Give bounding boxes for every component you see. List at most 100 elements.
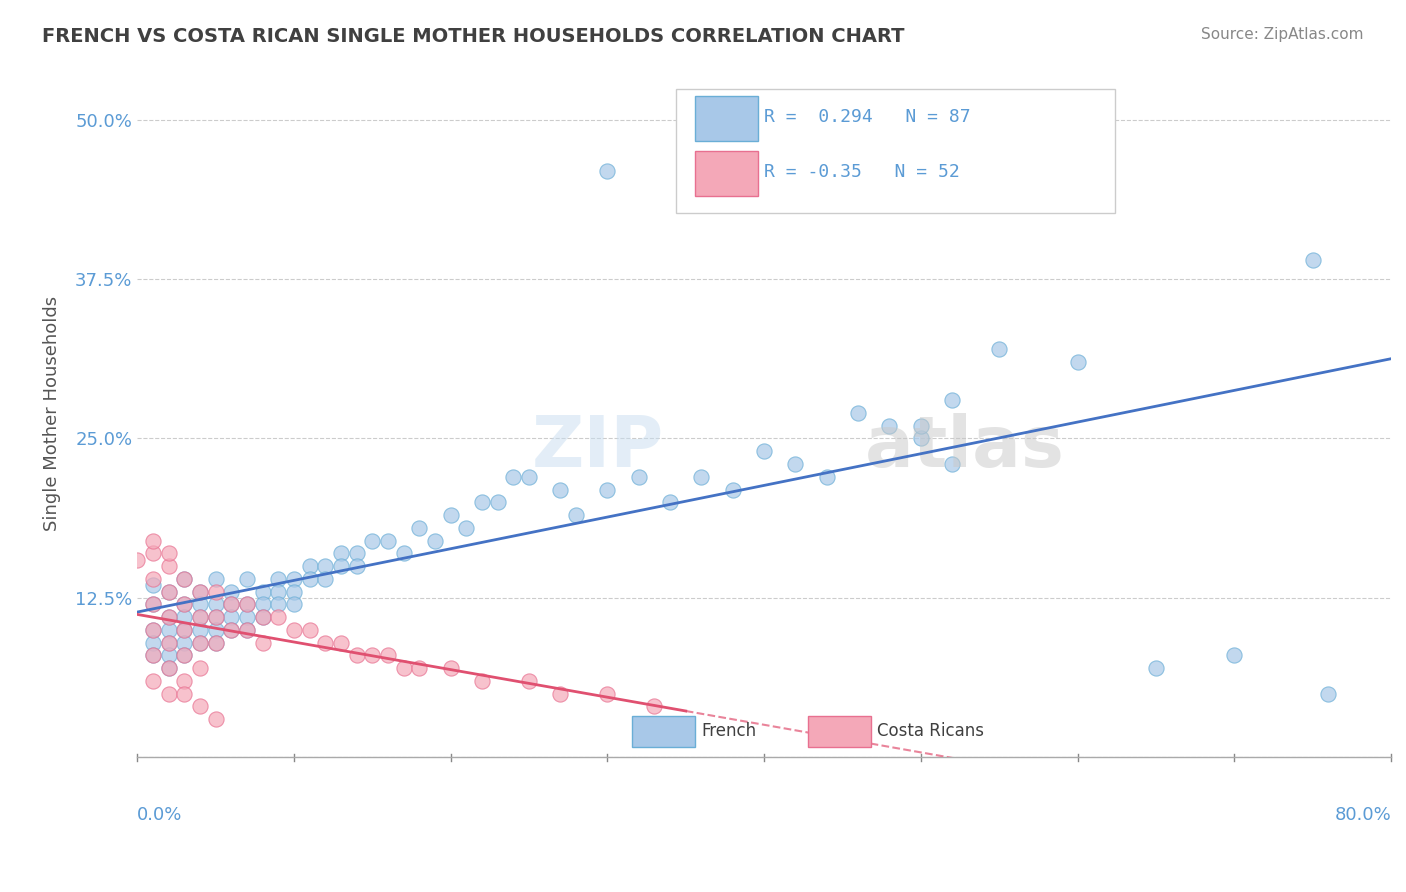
- Point: [423, 533, 446, 548]
- Text: Source: ZipAtlas.com: Source: ZipAtlas.com: [1201, 27, 1364, 42]
- Point: [408, 521, 430, 535]
- Point: [188, 635, 211, 649]
- Point: [346, 559, 368, 574]
- Point: [219, 623, 242, 637]
- Point: [157, 648, 180, 663]
- Point: [173, 597, 195, 611]
- Point: [252, 584, 274, 599]
- Point: [440, 508, 463, 522]
- Text: Costa Ricans: Costa Ricans: [877, 723, 984, 740]
- Point: [204, 712, 226, 726]
- Point: [879, 151, 901, 165]
- Text: R = -0.35   N = 52: R = -0.35 N = 52: [763, 163, 960, 181]
- Point: [1223, 648, 1246, 663]
- Point: [204, 597, 226, 611]
- Point: [550, 687, 572, 701]
- Point: [392, 661, 415, 675]
- Point: [127, 552, 149, 566]
- Point: [517, 673, 540, 688]
- Point: [157, 661, 180, 675]
- Point: [392, 546, 415, 560]
- Point: [330, 546, 353, 560]
- Point: [236, 610, 259, 624]
- Point: [219, 597, 242, 611]
- Text: R =  0.294   N = 87: R = 0.294 N = 87: [763, 108, 970, 126]
- Y-axis label: Single Mother Households: Single Mother Households: [44, 295, 60, 531]
- FancyBboxPatch shape: [808, 716, 870, 747]
- Point: [157, 687, 180, 701]
- Point: [910, 432, 932, 446]
- Point: [298, 572, 321, 586]
- Point: [486, 495, 509, 509]
- Point: [142, 673, 165, 688]
- Point: [204, 623, 226, 637]
- Point: [252, 610, 274, 624]
- Point: [157, 546, 180, 560]
- Point: [157, 584, 180, 599]
- Point: [361, 648, 384, 663]
- Point: [188, 661, 211, 675]
- Point: [815, 469, 838, 483]
- Point: [471, 495, 494, 509]
- Point: [298, 623, 321, 637]
- Point: [236, 623, 259, 637]
- Text: FRENCH VS COSTA RICAN SINGLE MOTHER HOUSEHOLDS CORRELATION CHART: FRENCH VS COSTA RICAN SINGLE MOTHER HOUS…: [42, 27, 904, 45]
- Point: [721, 483, 744, 497]
- Point: [1302, 252, 1324, 267]
- Point: [377, 648, 399, 663]
- Point: [173, 572, 195, 586]
- Point: [596, 687, 619, 701]
- Point: [517, 469, 540, 483]
- Point: [596, 483, 619, 497]
- Point: [330, 635, 353, 649]
- Point: [330, 559, 353, 574]
- Point: [283, 572, 305, 586]
- Point: [471, 673, 494, 688]
- Point: [1317, 687, 1340, 701]
- Point: [204, 584, 226, 599]
- Point: [188, 610, 211, 624]
- Point: [236, 623, 259, 637]
- Point: [219, 623, 242, 637]
- FancyBboxPatch shape: [695, 96, 758, 141]
- Point: [188, 699, 211, 714]
- Text: French: French: [702, 723, 756, 740]
- Point: [565, 508, 588, 522]
- Point: [142, 572, 165, 586]
- Point: [1144, 661, 1167, 675]
- Point: [173, 687, 195, 701]
- Point: [188, 610, 211, 624]
- Point: [267, 584, 290, 599]
- Text: 80.0%: 80.0%: [1334, 805, 1391, 823]
- Point: [188, 635, 211, 649]
- Point: [361, 533, 384, 548]
- Point: [846, 406, 869, 420]
- Point: [659, 495, 682, 509]
- Point: [252, 597, 274, 611]
- Point: [298, 559, 321, 574]
- Point: [440, 661, 463, 675]
- Point: [236, 572, 259, 586]
- Point: [157, 559, 180, 574]
- Point: [173, 623, 195, 637]
- Point: [142, 648, 165, 663]
- Point: [157, 623, 180, 637]
- Point: [346, 648, 368, 663]
- Point: [941, 393, 963, 408]
- Point: [267, 610, 290, 624]
- Point: [157, 661, 180, 675]
- Point: [267, 572, 290, 586]
- Point: [142, 635, 165, 649]
- Point: [173, 572, 195, 586]
- Point: [142, 623, 165, 637]
- Point: [236, 597, 259, 611]
- Point: [204, 572, 226, 586]
- Point: [142, 533, 165, 548]
- Point: [910, 418, 932, 433]
- Point: [267, 597, 290, 611]
- Point: [627, 469, 650, 483]
- Point: [879, 418, 901, 433]
- FancyBboxPatch shape: [676, 89, 1115, 213]
- Point: [204, 635, 226, 649]
- Point: [752, 444, 775, 458]
